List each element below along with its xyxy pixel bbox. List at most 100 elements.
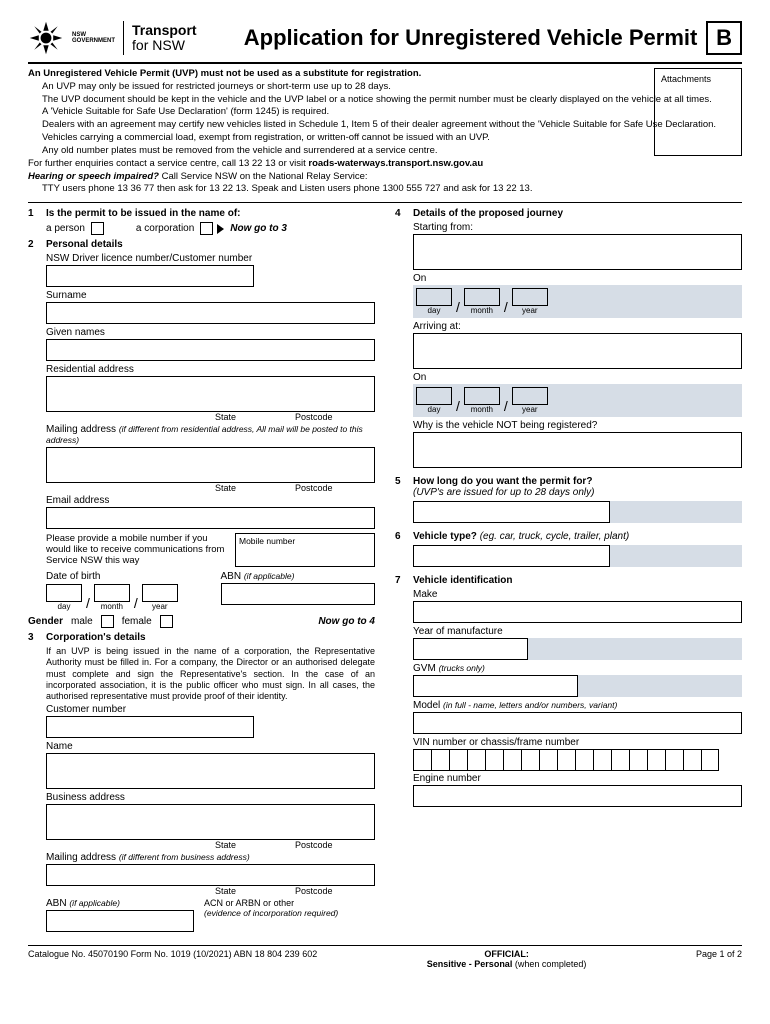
org-name: Transport for NSW [132,23,197,54]
dob-day[interactable] [46,584,82,602]
make-field[interactable] [413,601,742,623]
q3-desc: If an UVP is being issued in the name of… [46,646,375,702]
mobile-field[interactable]: Mobile number [235,533,375,567]
q6-field-wrap [413,545,742,567]
cust-label: Customer number [46,704,375,715]
on2-year[interactable] [512,387,548,405]
corp-name-label: Name [46,741,375,752]
q1-text: Is the permit to be issued in the name o… [46,208,375,219]
gvm-wrap [413,675,742,697]
licence-label: NSW Driver licence number/Customer numbe… [46,253,375,264]
q1-options: a person a corporation Now go to 3 [46,222,375,235]
goto-3: Now go to 3 [230,223,287,234]
cust-field[interactable] [46,716,254,738]
corp-abn-label: ABN [46,898,67,909]
res-addr-label: Residential address [46,364,375,375]
dob-year[interactable] [142,584,178,602]
q7-text: Vehicle identification [413,575,742,586]
arriving-field[interactable] [413,333,742,369]
q6-text: Vehicle type? [413,531,477,542]
year-man-field[interactable] [413,638,528,660]
q4-num: 4 [395,208,407,219]
year-man-wrap [413,638,742,660]
catalogue-text: Catalogue No. 45070190 Form No. 1019 (10… [28,949,317,969]
form-title: Application for Unregistered Vehicle Per… [244,25,698,51]
engine-field[interactable] [413,785,742,807]
bus-addr-field[interactable] [46,804,375,840]
why-field[interactable] [413,432,742,468]
licence-field[interactable] [46,265,254,287]
abn-label: ABN [221,571,242,582]
q7-num: 7 [395,575,407,586]
arriving-label: Arriving at: [413,321,742,332]
form-letter-box: B [706,21,742,55]
gender-label: Gender [28,616,63,627]
q5-num: 5 [395,476,407,498]
q4-text: Details of the proposed journey [413,208,742,219]
corp-abn-field[interactable] [46,910,194,932]
acn-label: ACN or ARBN or other [204,898,375,908]
make-label: Make [413,589,742,600]
male-checkbox[interactable] [101,615,114,628]
arrow-icon [217,224,224,234]
q6-field[interactable] [413,545,610,567]
form-columns: 1 Is the permit to be issued in the name … [28,208,742,935]
q5-text: How long do you want the permit for? [413,476,592,487]
q5-field[interactable] [413,501,610,523]
q2-text: Personal details [46,239,375,250]
why-label: Why is the vehicle NOT being registered? [413,420,742,431]
person-checkbox[interactable] [91,222,104,235]
q3-text: Corporation's details [46,632,375,643]
dob-label: Date of birth [46,571,201,582]
on1-year[interactable] [512,288,548,306]
vin-label: VIN number or chassis/frame number [413,737,742,748]
gvm-field[interactable] [413,675,578,697]
gvm-label: GVM [413,663,436,674]
corp-mail-field[interactable] [46,864,375,886]
on-date-2-shade: day / month / year [413,384,742,417]
right-column: 4 Details of the proposed journey Startin… [395,208,742,935]
on2-day[interactable] [416,387,452,405]
starting-label: Starting from: [413,222,742,233]
left-column: 1 Is the permit to be issued in the name … [28,208,375,935]
on1-day[interactable] [416,288,452,306]
mail-addr-label: Mailing address [46,424,116,435]
attachments-box: Attachments [654,68,742,156]
mail-addr-field[interactable] [46,447,375,483]
gov-label: NSWGOVERNMENT [72,32,115,44]
header: NSWGOVERNMENT Transport for NSW Applicat… [28,20,742,64]
on-date-1-shade: day / month / year [413,285,742,318]
q1-num: 1 [28,208,40,219]
on-label-1: On [413,273,742,284]
q5-field-wrap [413,501,742,523]
engine-label: Engine number [413,773,742,784]
intro-text: Attachments An Unregistered Vehicle Perm… [28,68,742,196]
vin-field[interactable] [413,749,742,771]
res-addr-field[interactable] [46,376,375,412]
surname-label: Surname [46,290,375,301]
model-field[interactable] [413,712,742,734]
footer: Catalogue No. 45070190 Form No. 1019 (10… [28,945,742,969]
bus-addr-label: Business address [46,792,375,803]
dob-month[interactable] [94,584,130,602]
corp-name-field[interactable] [46,753,375,789]
corporation-checkbox[interactable] [200,222,213,235]
email-field[interactable] [46,507,375,529]
on2-month[interactable] [464,387,500,405]
on-label-2: On [413,372,742,383]
q3-num: 3 [28,632,40,643]
nsw-waratah-icon [28,20,64,56]
goto-4: Now go to 4 [318,616,375,627]
mobile-text: Please provide a mobile number if you wo… [46,533,229,567]
female-checkbox[interactable] [160,615,173,628]
form-page: NSWGOVERNMENT Transport for NSW Applicat… [0,0,770,989]
model-label: Model [413,700,440,711]
surname-field[interactable] [46,302,375,324]
postcode-label: Postcode [295,412,375,422]
given-field[interactable] [46,339,375,361]
email-label: Email address [46,495,375,506]
on1-month[interactable] [464,288,500,306]
starting-field[interactable] [413,234,742,270]
q2-num: 2 [28,239,40,250]
abn-field[interactable] [221,583,376,605]
